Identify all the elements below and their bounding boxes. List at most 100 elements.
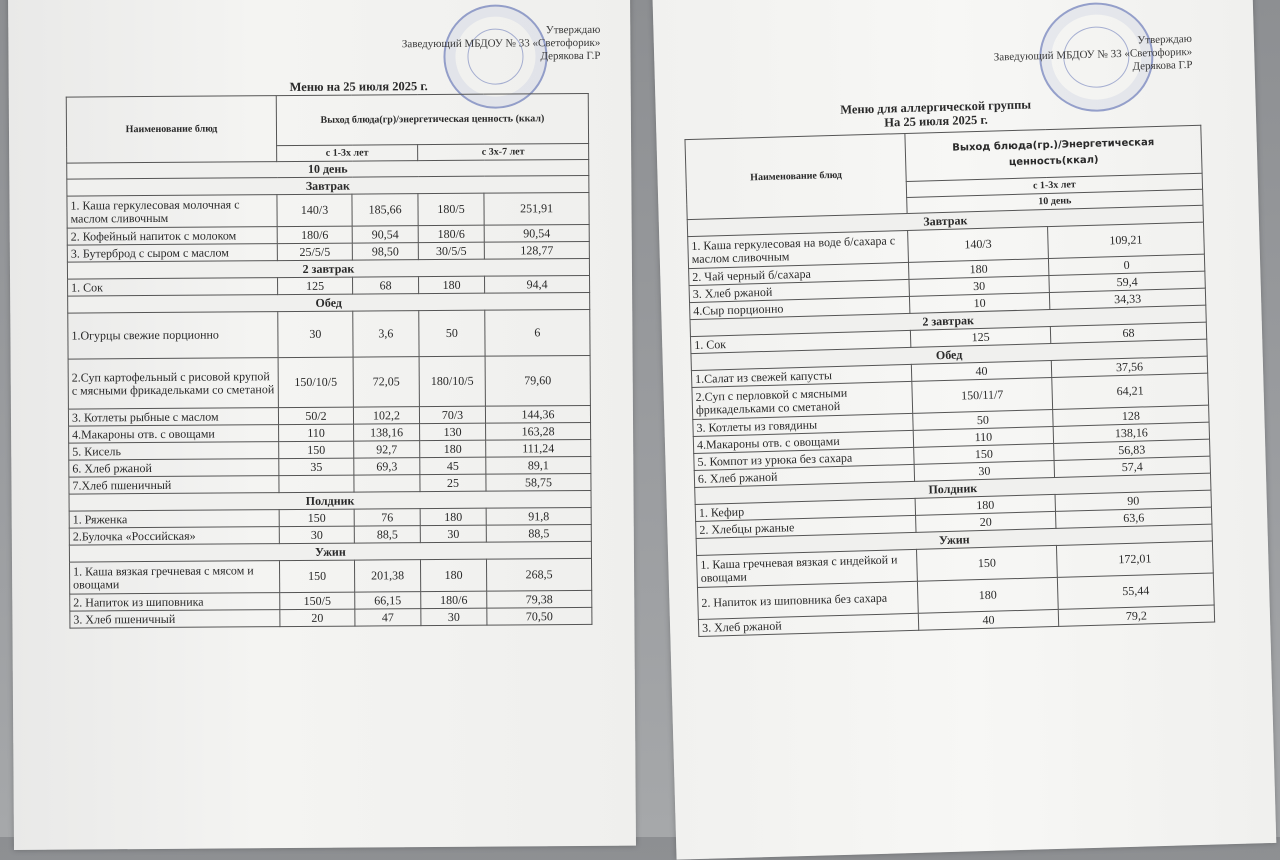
- dish-name: 6. Хлеб ржаной: [68, 458, 279, 478]
- column-header-output: Выход блюда(гр.)/Энергетическая ценность…: [904, 125, 1203, 182]
- kcal-1-3: 55,44: [1057, 573, 1215, 610]
- dish-name: 1. Ряженка: [69, 509, 280, 529]
- kcal-3-7: 79,38: [486, 590, 592, 609]
- menu-row: 1.Огурцы свежие порционно 30 3,6 50 6: [67, 309, 591, 360]
- portion-1-3: 20: [279, 609, 355, 627]
- kcal-3-7: 251,91: [483, 192, 590, 226]
- kcal-1-3: 76: [354, 508, 421, 527]
- portion-1-3: 35: [278, 458, 354, 476]
- kcal-1-3: 72,05: [353, 356, 420, 408]
- dish-name: 2.Суп картофельный с рисовой крупой с мя…: [68, 357, 279, 410]
- portion-1-3: [278, 475, 355, 493]
- menu-row: 1. Каша геркулесовая молочная с маслом с…: [66, 192, 590, 229]
- kcal-1-3: 138,16: [353, 423, 420, 442]
- portion-3-7: 30: [420, 525, 487, 543]
- kcal-3-7: 91,8: [486, 507, 592, 526]
- kcal-3-7: 163,28: [485, 422, 591, 441]
- kcal-1-3: 201,38: [354, 559, 421, 593]
- portion-1-3: 150: [278, 441, 354, 459]
- column-header-age-1-3: с 1-3х лет: [276, 144, 418, 162]
- portion-3-7: 180: [418, 276, 485, 294]
- menu-row: 3. Хлеб пшеничный 20 47 30 70,50: [69, 607, 592, 629]
- portion-1-3: 150/10/5: [278, 357, 354, 408]
- portion-1-3: 125: [277, 277, 353, 295]
- menu-row: 2.Суп картофельный с рисовой крупой с мя…: [68, 355, 591, 410]
- kcal-1-3: 3,6: [352, 310, 420, 358]
- portion-1-3: 140/3: [276, 194, 353, 227]
- portion-1-3: 50/2: [278, 407, 354, 425]
- menu-row: 1. Каша вязкая гречневая с мясом и овоща…: [69, 558, 592, 595]
- dish-name: 3. Бутерброд с сыром с маслом: [67, 243, 278, 263]
- portion-1-3: 30: [277, 311, 354, 358]
- kcal-1-3: 68: [352, 276, 419, 295]
- kcal-1-3: 64,21: [1051, 373, 1209, 410]
- kcal-1-3: 69,3: [353, 457, 420, 476]
- column-header-output: Выход блюда(гр)/энергетическая ценность …: [276, 93, 589, 146]
- kcal-1-3: 102,2: [353, 406, 420, 425]
- portion-1-3: 40: [918, 609, 1059, 631]
- menu-page-general: Утверждаю Заведующий МБДОУ № 33 «Светофо…: [8, 0, 636, 850]
- portion-1-3: 110: [278, 424, 354, 442]
- column-header-dish: Наименование блюд: [684, 133, 908, 220]
- portion-3-7: 50: [418, 310, 486, 357]
- menu-page-allergy: Утверждаю Заведующий МБДОУ № 33 «Светофо…: [652, 0, 1277, 860]
- dish-name: 2. Кофейный напиток с молоком: [67, 226, 278, 246]
- dish-name: 3. Котлеты рыбные с маслом: [68, 407, 279, 427]
- dish-name: 3. Хлеб пшеничный: [69, 609, 280, 629]
- kcal-1-3: 66,15: [354, 591, 421, 610]
- kcal-3-7: 79,60: [485, 355, 591, 407]
- portion-1-3: 150: [279, 509, 355, 527]
- kcal-1-3: [353, 474, 421, 493]
- portion-1-3: 150/11/7: [911, 377, 1053, 414]
- kcal-3-7: 128,77: [484, 241, 590, 260]
- portion-3-7: 30/5/5: [418, 242, 485, 260]
- kcal-1-3: 88,5: [354, 525, 421, 544]
- portion-3-7: 180: [419, 440, 486, 458]
- kcal-1-3: 47: [354, 608, 421, 627]
- kcal-3-7: 70,50: [486, 607, 592, 626]
- portion-1-3: 180: [917, 577, 1059, 614]
- column-header-dish: Наименование блюд: [66, 95, 277, 164]
- dish-name: 7.Хлеб пшеничный: [68, 475, 280, 495]
- approval-signatory: Дерякова Г.Р: [540, 49, 601, 63]
- dish-name: 2. Напиток из шиповника: [69, 592, 280, 612]
- approval-block: Утверждаю Заведующий МБДОУ № 33 «Светофо…: [402, 24, 601, 64]
- dish-name: 4.Макароны отв. с овощами: [68, 424, 279, 444]
- kcal-3-7: 268,5: [486, 558, 592, 592]
- kcal-1-3: 79,2: [1058, 605, 1215, 627]
- kcal-3-7: 58,75: [485, 473, 592, 492]
- portion-3-7: 30: [420, 608, 487, 626]
- dish-name: 2.Булочка «Российская»: [69, 526, 280, 546]
- portion-3-7: 25: [419, 474, 487, 492]
- portion-3-7: 180: [420, 559, 487, 592]
- kcal-3-7: 88,5: [486, 524, 592, 543]
- portion-3-7: 70/3: [419, 406, 486, 424]
- portion-1-3: 140/3: [907, 226, 1049, 263]
- kcal-3-7: 144,36: [485, 405, 591, 424]
- portion-3-7: 130: [419, 423, 486, 441]
- portion-1-3: 180/6: [277, 226, 353, 244]
- dish-name: 1. Сок: [67, 277, 278, 297]
- portion-1-3: 150: [279, 560, 355, 593]
- kcal-1-3: 109,21: [1047, 222, 1205, 259]
- column-header-age-3-7: с 3х-7 лет: [417, 143, 589, 161]
- dish-name: 1. Каша геркулесовая молочная с маслом с…: [66, 194, 278, 229]
- portion-3-7: 180/6: [420, 591, 487, 609]
- menu-table: Наименование блюд Выход блюда(гр.)/Энерг…: [684, 125, 1215, 637]
- dish-name: 1.Огурцы свежие порционно: [67, 311, 279, 360]
- portion-1-3: 30: [279, 526, 355, 544]
- kcal-1-3: 172,01: [1056, 541, 1214, 578]
- kcal-1-3: 98,50: [352, 242, 419, 261]
- dish-name: 5. Кисель: [68, 441, 279, 461]
- portion-3-7: 45: [419, 457, 486, 475]
- kcal-3-7: 90,54: [484, 224, 590, 243]
- kcal-1-3: 185,66: [351, 193, 419, 227]
- kcal-3-7: 89,1: [485, 456, 591, 475]
- portion-3-7: 180: [420, 508, 487, 526]
- kcal-1-3: 90,54: [352, 225, 419, 244]
- kcal-3-7: 111,24: [485, 439, 591, 458]
- page-title: Меню на 25 июля 2025 г.: [289, 79, 428, 95]
- menu-table: Наименование блюд Выход блюда(гр)/энерге…: [66, 93, 593, 629]
- kcal-3-7: 94,4: [484, 275, 590, 294]
- portion-1-3: 25/5/5: [277, 243, 353, 261]
